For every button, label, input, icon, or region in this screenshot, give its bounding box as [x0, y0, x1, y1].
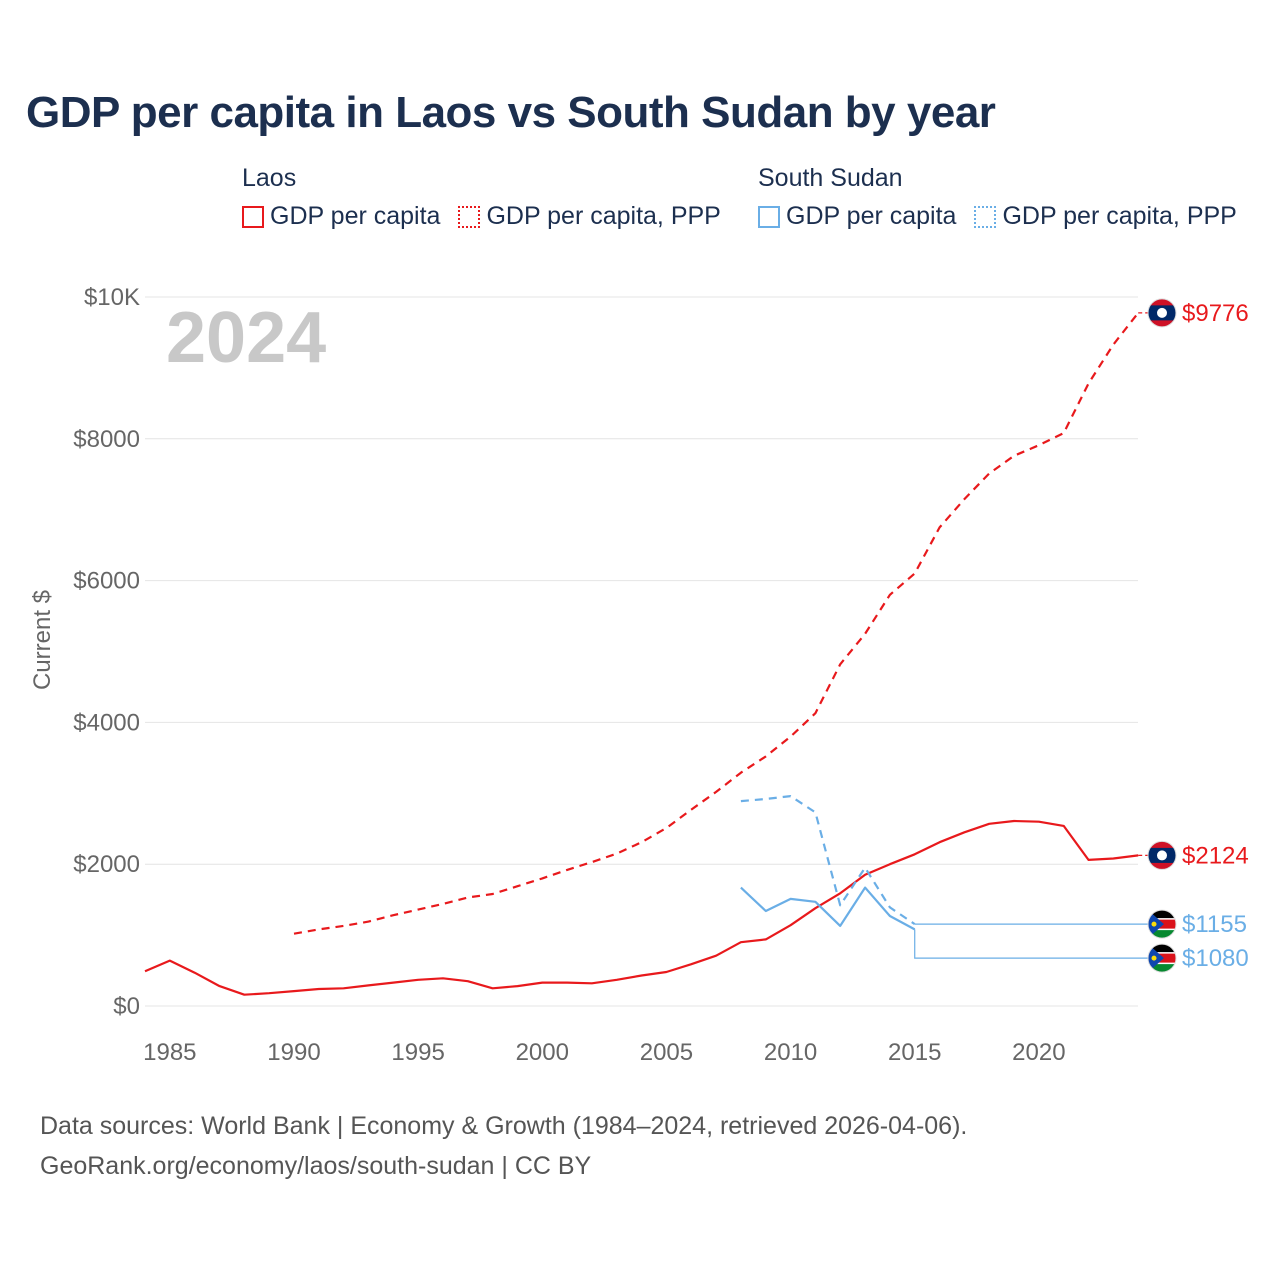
dotted-line-swatch-icon [974, 205, 997, 228]
legend-country-south-sudan: South Sudan [758, 164, 903, 192]
series-line [740, 794, 916, 926]
y-axis-label: Current $ [29, 590, 56, 690]
laos-flag-icon [1147, 298, 1177, 328]
end-value-label: $9776 [1182, 300, 1249, 327]
x-tick-label: 2010 [764, 1039, 817, 1066]
legend-group-south-sudan: South Sudan GDP per capita GDP per capit… [758, 160, 1237, 231]
footer: Data sources: World Bank | Economy & Gro… [40, 1106, 967, 1186]
series-line [293, 312, 1140, 935]
chart-title: GDP per capita in Laos vs South Sudan by… [26, 88, 996, 137]
end-value-label: $1155 [1182, 911, 1247, 938]
footer-sources: Data sources: World Bank | Economy & Gro… [40, 1112, 968, 1140]
legend-label: GDP per capita, PPP [1002, 202, 1237, 230]
y-tick-label: $2000 [73, 851, 140, 878]
solid-line-swatch-icon [758, 205, 780, 228]
x-tick-label: 1995 [391, 1039, 444, 1066]
x-tick-label: 1985 [143, 1039, 196, 1066]
x-tick-label: 2020 [1012, 1039, 1065, 1066]
end-value-label: $2124 [1182, 842, 1249, 869]
year-watermark: 2024 [166, 298, 326, 378]
x-tick-label: 2000 [516, 1039, 569, 1066]
south-sudan-flag-icon [1147, 909, 1177, 939]
south-sudan-flag-icon [1147, 943, 1177, 973]
y-tick-label: $10K [84, 284, 140, 311]
legend-country-laos: Laos [242, 164, 297, 192]
legend-item-south-sudan-gdp[interactable]: GDP per capita [758, 202, 956, 231]
y-tick-label: $6000 [73, 568, 140, 595]
y-tick-label: $0 [113, 993, 140, 1020]
series-layer [144, 312, 1140, 996]
series-line [740, 886, 916, 931]
grid-layer: $0 $2000 $4000 $6000 $8000 $10K 1985 1990 1995 20… [73, 284, 1138, 1066]
legend-label: GDP per capita [270, 202, 441, 230]
end-value-label: $1080 [1182, 945, 1249, 972]
legend-group-laos: Laos GDP per capita GDP per capita, PPP [242, 160, 721, 231]
legend-item-laos-gdp-ppp[interactable]: GDP per capita, PPP [458, 202, 721, 231]
dotted-line-swatch-icon [458, 205, 481, 228]
end-labels-layer: $9776 $2124 $1155 $1080 [914, 298, 1249, 973]
legend-label: GDP per capita [786, 202, 957, 230]
y-tick-label: $8000 [73, 426, 140, 453]
laos-flag-icon [1147, 840, 1177, 870]
footer-link[interactable]: GeoRank.org/economy/laos/south-sudan | C… [40, 1152, 592, 1180]
x-tick-label: 2005 [640, 1039, 693, 1066]
x-tick-label: 2015 [888, 1039, 941, 1066]
leader-line [914, 929, 1148, 959]
legend-item-laos-gdp[interactable]: GDP per capita [242, 202, 440, 231]
legend-item-south-sudan-gdp-ppp[interactable]: GDP per capita, PPP [974, 202, 1237, 231]
y-tick-label: $4000 [73, 709, 140, 736]
x-tick-label: 1990 [267, 1039, 320, 1066]
legend-label: GDP per capita, PPP [486, 202, 721, 230]
solid-line-swatch-icon [242, 205, 264, 228]
series-line [144, 819, 1139, 996]
